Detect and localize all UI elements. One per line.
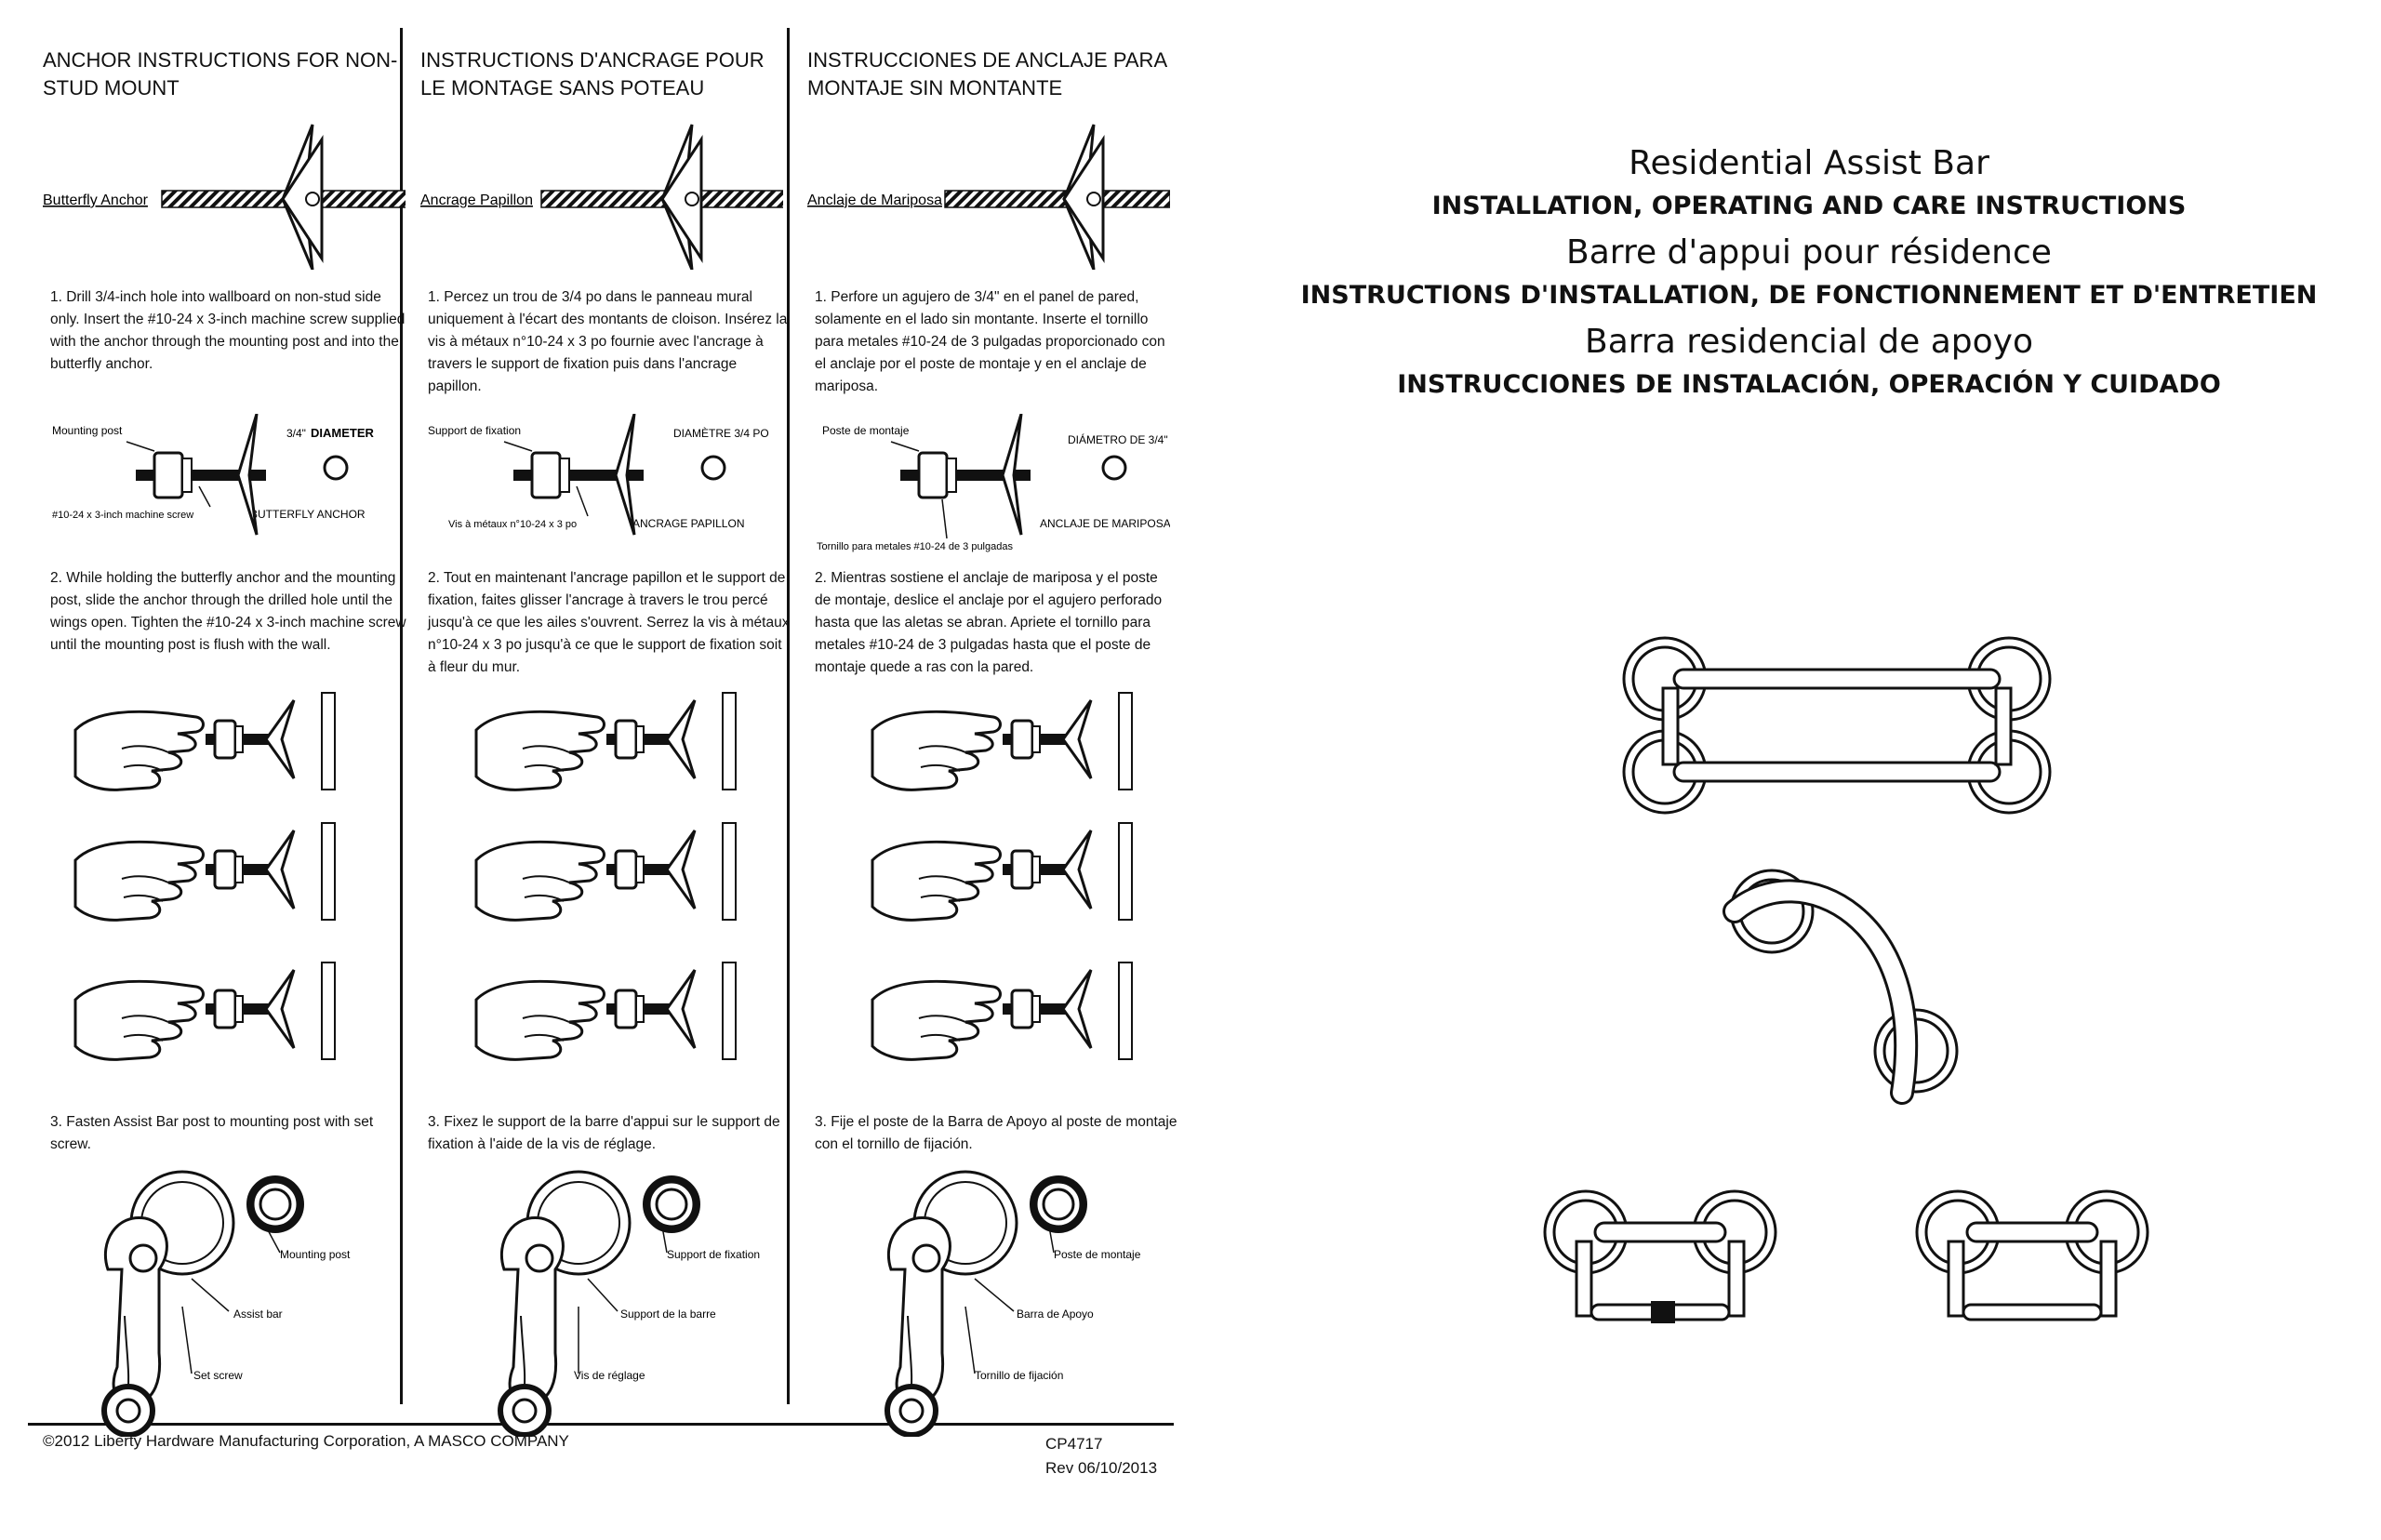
- footer-rule: [28, 1423, 1174, 1426]
- toilet-paper-holder-illustration-left: [1543, 1189, 1777, 1323]
- subtitle-spanish: INSTRUCCIONES DE INSTALACIÓN, OPERACIÓN …: [1397, 370, 2221, 399]
- step-1-text: 1. Perfore un agujero de 3/4" en el pane…: [815, 289, 1165, 394]
- subtitle-english: INSTALLATION, OPERATING AND CARE INSTRUC…: [1431, 192, 2187, 220]
- diagram-anchor-label: BUTTERFLY ANCHOR: [250, 508, 366, 521]
- post-label-screw: Vis de réglage: [574, 1369, 645, 1382]
- step-3-text: 3. Fije el poste de la Barra de Apoyo al…: [815, 1114, 1177, 1152]
- diagram-anchor-label: ANCRAGE PAPILLON: [632, 517, 744, 530]
- assist-bar-post-illustration: Poste de montaje Barra de Apoyo Tornillo…: [807, 1167, 1141, 1437]
- anchor-label: Ancrage Papillon: [420, 192, 533, 208]
- installation-hands-illustration: [871, 691, 1133, 1061]
- copyright-notice: ©2012 Liberty Hardware Manufacturing Cor…: [43, 1432, 569, 1450]
- post-label-mounting: Support de fixation: [667, 1248, 760, 1261]
- diagram-screw-label: Vis à métaux n°10-24 x 3 po: [448, 519, 577, 530]
- anchor-label: Anclaje de Mariposa: [807, 192, 942, 208]
- diagram-diameter-word: DIAMÈTRE 3/4 PO: [673, 426, 769, 440]
- column-title: INSTRUCCIONES DE ANCLAJE PARA MONTAJE SI…: [807, 48, 1166, 100]
- step-2-text: 2. While holding the butterfly anchor an…: [50, 570, 406, 653]
- assist-bar-post-illustration: Support de fixation Support de la barre …: [420, 1167, 760, 1437]
- toilet-paper-holder-illustration-right: [1915, 1189, 2149, 1321]
- step-1-text: 1. Drill 3/4-inch hole into wallboard on…: [50, 289, 406, 372]
- column-title: ANCHOR INSTRUCTIONS FOR NON-STUD MOUNT: [43, 48, 398, 100]
- anchor-cross-section: Support de fixation DIAMÈTRE 3/4 PO Vis …: [428, 414, 769, 536]
- diagram-screw-label: Tornillo para metales #10-24 de 3 pulgad…: [817, 541, 1013, 552]
- butterfly-anchor-illustration: Ancrage Papillon: [420, 124, 783, 270]
- post-label-bar: Support de la barre: [620, 1308, 716, 1321]
- title-english: Residential Assist Bar: [1629, 144, 1989, 182]
- curved-assist-bar-illustration: [1723, 869, 1959, 1105]
- diagram-post-label: Mounting post: [52, 424, 123, 437]
- post-label-bar: Assist bar: [233, 1308, 283, 1321]
- step-1-text: 1. Percez un trou de 3/4 po dans le pann…: [428, 289, 788, 394]
- butterfly-anchor-illustration: Anclaje de Mariposa: [807, 124, 1170, 270]
- post-label-screw: Set screw: [193, 1369, 243, 1382]
- step-2-text: 2. Tout en maintenant l'ancrage papillon…: [428, 570, 790, 675]
- document-code: CP4717: [1045, 1435, 1103, 1453]
- installation-hands-illustration: [474, 691, 738, 1061]
- diagram-diameter-value: 3/4": [286, 427, 306, 440]
- post-label-bar: Barra de Apoyo: [1017, 1308, 1094, 1321]
- revision-date: Rev 06/10/2013: [1045, 1459, 1158, 1477]
- diagram-post-label: Support de fixation: [428, 424, 521, 437]
- title-block: Residential Assist Bar INSTALLATION, OPE…: [1237, 141, 2381, 405]
- diagram-anchor-label: ANCLAJE DE MARIPOSA: [1040, 517, 1170, 530]
- installation-hands-illustration: [73, 691, 337, 1061]
- anchor-cross-section: Poste de montaje DIÁMETRO DE 3/4" Tornil…: [817, 414, 1170, 552]
- anchor-label: Butterfly Anchor: [43, 192, 149, 208]
- post-label-mounting: Poste de montaje: [1054, 1248, 1141, 1261]
- diagram-post-label: Poste de montaje: [822, 424, 910, 437]
- post-label-mounting: Mounting post: [280, 1248, 351, 1261]
- subtitle-french: INSTRUCTIONS D'INSTALLATION, DE FONCTION…: [1300, 281, 2318, 310]
- title-french: Barre d'appui pour résidence: [1566, 233, 2052, 272]
- anchor-cross-section: Mounting post 3/4" DIAMETER #10-24 x 3-i…: [52, 414, 375, 536]
- step-3-text: 3. Fixez le support de la barre d'appui …: [428, 1114, 780, 1152]
- column-divider-2: [787, 28, 790, 1404]
- diagram-diameter-word: DIAMETER: [311, 426, 375, 440]
- step-2-text: 2. Mientras sostiene el anclaje de marip…: [815, 570, 1163, 675]
- column-divider-1: [400, 28, 403, 1404]
- step-3-text: 3. Fasten Assist Bar post to mounting po…: [50, 1114, 374, 1152]
- assist-bar-post-illustration: Mounting post Assist bar Set screw: [43, 1167, 351, 1437]
- diagram-screw-label: #10-24 x 3-inch machine screw: [52, 510, 193, 521]
- butterfly-anchor-illustration: Butterfly Anchor: [43, 124, 406, 270]
- double-straight-assist-bar-illustration: [1622, 636, 2052, 815]
- title-spanish: Barra residencial de apoyo: [1585, 323, 2033, 361]
- column-title: INSTRUCTIONS D'ANCRAGE POUR LE MONTAGE S…: [420, 48, 765, 100]
- diagram-diameter-word: DIÁMETRO DE 3/4": [1068, 432, 1168, 446]
- post-label-screw: Tornillo de fijación: [975, 1369, 1063, 1382]
